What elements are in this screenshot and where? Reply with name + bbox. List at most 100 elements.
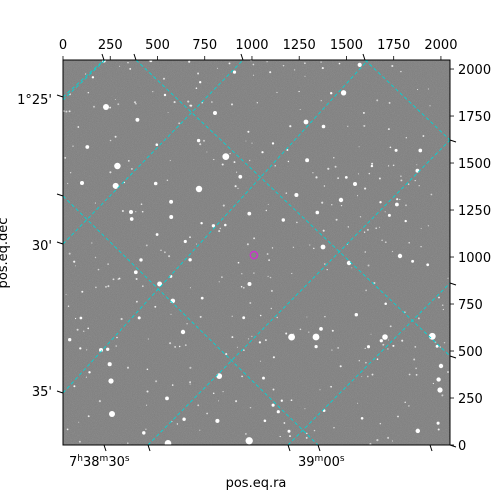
star [114, 162, 121, 170]
x-pixel-tick-label: 1250 [283, 38, 316, 53]
star [388, 101, 391, 104]
star [199, 81, 202, 84]
star [237, 261, 240, 264]
star [405, 204, 407, 207]
star [364, 251, 367, 253]
ra-tick-label-1: 7h38m30s [69, 454, 130, 470]
star [405, 137, 407, 139]
star [384, 211, 386, 213]
star [105, 285, 107, 288]
star [378, 226, 381, 228]
star [231, 315, 233, 317]
star [415, 428, 421, 434]
ra-min: 38 [83, 455, 100, 470]
star [247, 338, 249, 340]
star [146, 390, 149, 393]
wcs-tick-mark [287, 444, 291, 452]
wcs-tick-mark [449, 355, 457, 359]
star [79, 347, 82, 350]
star [215, 418, 220, 423]
star [186, 323, 188, 325]
star [271, 403, 275, 407]
star [263, 419, 267, 423]
star [324, 315, 326, 318]
bright-star [438, 363, 444, 369]
star [391, 250, 394, 253]
wcs-tick-mark [449, 282, 457, 286]
star [121, 210, 124, 212]
star [230, 103, 234, 106]
star [225, 353, 228, 356]
wcs-tick-mark [449, 139, 457, 143]
star [388, 165, 390, 167]
star [366, 345, 371, 349]
star [321, 124, 326, 129]
star [401, 339, 404, 342]
star [199, 315, 202, 318]
star [276, 316, 278, 319]
star [289, 125, 292, 128]
star [313, 429, 316, 432]
star [447, 371, 449, 373]
star [400, 175, 402, 178]
star [130, 167, 133, 170]
star [168, 255, 171, 258]
star [430, 193, 433, 196]
star [246, 243, 249, 246]
star [347, 226, 349, 228]
y-pixel-tick-label: 750 [458, 298, 483, 313]
ra-sec: 00 [323, 455, 340, 470]
star [271, 247, 274, 249]
star [142, 431, 146, 435]
star [379, 201, 382, 204]
star [304, 408, 306, 410]
star [189, 383, 191, 385]
star [291, 272, 293, 274]
star [261, 151, 264, 154]
star [436, 421, 440, 425]
star [304, 62, 306, 64]
star [407, 183, 410, 185]
star [224, 223, 227, 227]
star [281, 218, 286, 222]
star [279, 435, 281, 438]
star [200, 221, 203, 225]
star [331, 329, 334, 332]
wcs-tick-mark [56, 241, 64, 245]
star [262, 376, 265, 380]
star [166, 179, 169, 182]
star [293, 69, 296, 71]
star [228, 62, 231, 65]
star [78, 421, 80, 423]
star [305, 436, 308, 439]
star [283, 422, 286, 424]
star [319, 389, 321, 391]
star [276, 91, 278, 94]
star [199, 143, 202, 146]
star [344, 176, 348, 179]
dec-grid-line [63, 60, 105, 98]
wcs-tick-mark [56, 94, 64, 98]
star [164, 439, 172, 445]
star [64, 157, 67, 159]
star [152, 91, 154, 93]
star [81, 290, 84, 293]
star [270, 289, 273, 292]
star [376, 99, 379, 102]
star [200, 296, 204, 300]
star [388, 339, 390, 341]
star [337, 177, 339, 179]
star [218, 230, 221, 233]
x-pixel-tick-label: 1500 [330, 38, 363, 53]
bright-star [437, 387, 443, 393]
star [197, 72, 200, 75]
star [333, 157, 335, 159]
star [404, 311, 406, 313]
star [162, 77, 166, 80]
star [213, 158, 215, 161]
star [366, 228, 369, 231]
star [428, 332, 436, 340]
star [339, 365, 342, 368]
star [321, 201, 324, 204]
star [247, 130, 250, 133]
